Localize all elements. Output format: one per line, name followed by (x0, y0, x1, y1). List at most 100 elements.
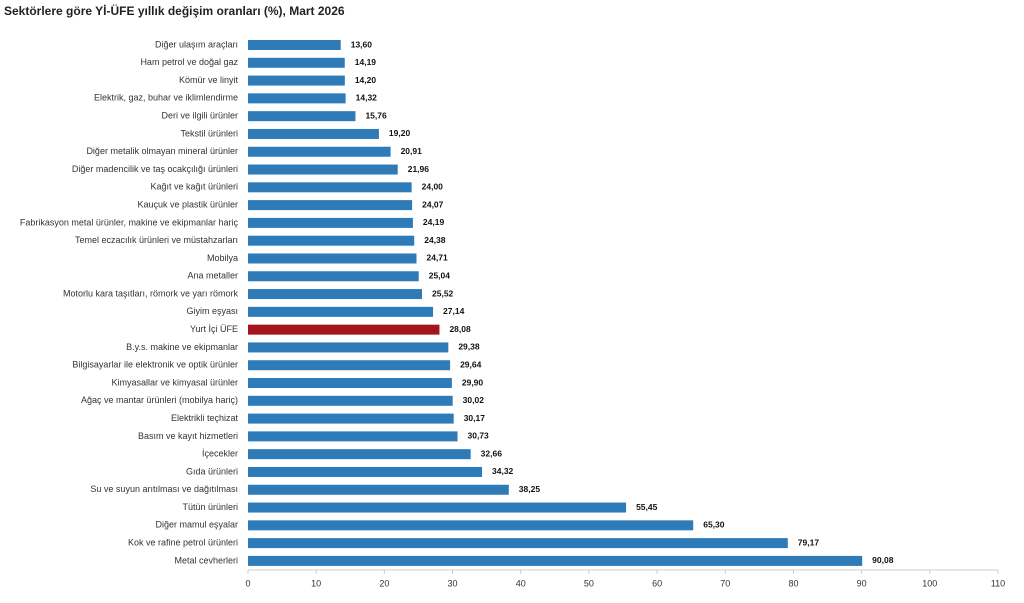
x-tick-label: 70 (720, 578, 730, 588)
value-label: 24,19 (423, 217, 445, 227)
value-label: 13,60 (351, 39, 373, 49)
bar (248, 520, 694, 531)
bar (248, 217, 413, 228)
value-label: 24,71 (426, 253, 448, 263)
value-label: 14,20 (355, 75, 377, 85)
y-tick-label: Diğer ulaşım araçları (155, 39, 238, 49)
bar (248, 40, 341, 50)
value-label: 14,19 (355, 57, 377, 67)
value-label: 79,17 (798, 537, 820, 547)
y-tick-label: Elektrik, gaz, buhar ve iklimlendirme (94, 93, 238, 103)
y-tick-label: Tekstil ürünleri (180, 128, 238, 138)
y-tick-label: Tütün ürünleri (182, 502, 238, 512)
bar (248, 146, 391, 157)
value-label: 24,38 (424, 235, 446, 245)
y-tick-label: Diğer mamul eşyalar (155, 520, 238, 530)
x-tick-label: 10 (311, 578, 321, 588)
value-label: 90,08 (872, 555, 894, 565)
x-tick-label: 100 (922, 578, 937, 588)
value-label: 38,25 (519, 484, 541, 494)
y-tick-label: Ağaç ve mantar ürünleri (mobilya hariç) (81, 395, 238, 405)
y-tick-label: Kauçuk ve plastik ürünler (137, 199, 238, 209)
bar (248, 289, 422, 300)
y-tick-label: Diğer madencilik ve taş ocakçılığı ürünl… (72, 164, 238, 174)
bar (248, 360, 451, 371)
value-label: 32,66 (481, 448, 503, 458)
bar (248, 342, 449, 353)
bar (248, 75, 345, 86)
y-tick-label: Temel eczacılık ürünleri ve müstahzarlar… (75, 235, 238, 245)
bar (248, 128, 379, 139)
bar (248, 271, 419, 282)
bar (248, 253, 417, 264)
value-label: 65,30 (703, 520, 725, 530)
y-tick-label: Ana metaller (187, 271, 238, 281)
value-label: 30,17 (464, 413, 486, 423)
value-label: 55,45 (636, 502, 658, 512)
bar (248, 484, 509, 495)
bar (248, 164, 398, 175)
x-tick-label: 50 (584, 578, 594, 588)
bar (248, 306, 434, 317)
value-label: 29,64 (460, 359, 482, 369)
y-tick-label: Giyim eşyası (186, 306, 238, 316)
x-tick-label: 60 (652, 578, 662, 588)
value-label: 30,02 (463, 395, 485, 405)
y-tick-label: Deri ve ilgili ürünler (161, 111, 238, 121)
y-tick-label: Metal cevherleri (174, 555, 238, 565)
y-tick-label: Bilgisayarlar ile elektronik ve optik ür… (72, 360, 238, 370)
bar (248, 538, 788, 549)
y-tick-label: Gıda ürünleri (186, 466, 238, 476)
y-tick-label: Ham petrol ve doğal gaz (140, 57, 238, 67)
value-label: 19,20 (389, 128, 411, 138)
value-label: 21,96 (408, 164, 430, 174)
y-tick-label: Mobilya (207, 253, 238, 263)
bar (248, 502, 627, 513)
y-tick-label: Su ve suyun arıtılması ve dağıtılması (90, 484, 238, 494)
value-label: 24,07 (422, 199, 444, 209)
y-tick-label: Diğer metalik olmayan mineral ürünler (86, 146, 238, 156)
bar (248, 413, 454, 424)
value-label: 25,04 (429, 271, 451, 281)
y-tick-label: İçecekler (202, 449, 238, 459)
bar (248, 555, 863, 566)
y-tick-label: Elektrikli teçhizat (171, 413, 239, 423)
x-tick-label: 40 (516, 578, 526, 588)
bar (248, 466, 482, 477)
value-label: 20,91 (401, 146, 423, 156)
y-tick-label: Basım ve kayıt hizmetleri (138, 431, 238, 441)
y-tick-label: Kimyasallar ve kimyasal ürünler (111, 377, 238, 387)
value-label: 14,32 (356, 93, 378, 103)
y-tick-label: B.y.s. makine ve ekipmanlar (126, 342, 238, 352)
y-tick-label: Yurt İçi ÜFE (190, 324, 238, 334)
x-tick-label: 80 (788, 578, 798, 588)
bar (248, 57, 345, 68)
x-tick-label: 0 (245, 578, 250, 588)
value-label: 24,00 (422, 182, 444, 192)
value-label: 28,08 (449, 324, 471, 334)
bar (248, 324, 440, 335)
value-label: 25,52 (432, 288, 454, 298)
y-tick-label: Kömür ve linyit (179, 75, 239, 85)
bar (248, 395, 453, 406)
chart-title: Sektörlere göre Yİ-ÜFE yıllık değişim or… (4, 3, 345, 18)
y-tick-label: Fabrikasyon metal ürünler, makine ve eki… (20, 217, 239, 227)
bar (248, 449, 471, 460)
y-tick-label: Kok ve rafine petrol ürünleri (128, 537, 238, 547)
bar (248, 111, 356, 122)
x-tick-label: 110 (991, 578, 1005, 588)
x-tick-label: 90 (857, 578, 867, 588)
x-tick-label: 30 (448, 578, 458, 588)
x-tick-label: 20 (379, 578, 389, 588)
value-label: 15,76 (365, 110, 387, 120)
bar (248, 235, 415, 246)
value-label: 27,14 (443, 306, 465, 316)
value-label: 29,90 (462, 377, 484, 387)
value-label: 29,38 (458, 342, 480, 352)
bar (248, 182, 412, 193)
value-label: 30,73 (468, 431, 490, 441)
value-label: 34,32 (492, 466, 514, 476)
bar (248, 200, 413, 211)
